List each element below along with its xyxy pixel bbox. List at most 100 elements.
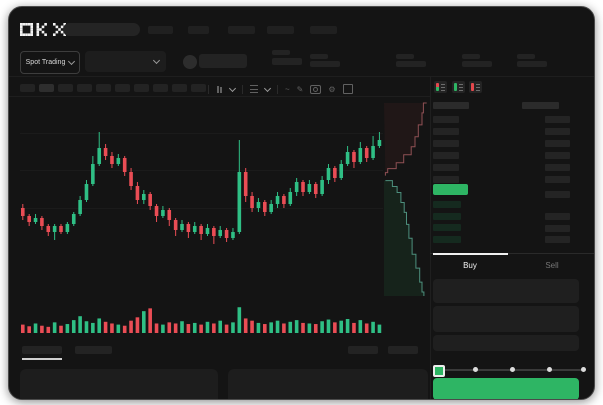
market-type-selector[interactable]: Spot Trading [20,51,80,74]
fullscreen-icon[interactable] [342,84,353,94]
stat-value-placeholder [310,61,340,67]
stat-label-placeholder [517,54,535,59]
okx-logo [20,22,66,37]
stat-value-placeholder [396,61,426,67]
slider-step[interactable] [547,367,552,372]
ask-amount-placeholder [545,128,570,135]
timeframe-pill[interactable] [96,84,111,92]
divider [430,253,594,254]
stat-value-placeholder [462,61,492,67]
chart-tools: ~ ✎ ⚙ [208,84,353,94]
chevron-down-icon[interactable] [228,84,237,92]
buy-submit-button[interactable] [433,378,579,399]
stat-label-placeholder [462,54,480,59]
ask-amount-placeholder [545,164,570,171]
chevron-down-icon[interactable] [263,84,272,92]
ask-amount-placeholder [545,152,570,159]
market-type-label: Spot Trading [25,59,66,66]
divider [9,96,430,97]
candlestick-chart[interactable] [20,97,383,296]
last-price-highlight [433,184,468,195]
volume-chart[interactable] [20,301,383,335]
gridline [20,133,383,134]
ask-amount-placeholder [545,176,570,183]
divider [242,84,243,94]
timeframe-pill[interactable] [115,84,130,92]
slider-step[interactable] [473,367,478,372]
pair-selector[interactable] [85,51,166,72]
nav-item[interactable] [188,26,209,34]
book-amount-placeholder [545,191,570,198]
divider [277,84,278,94]
tab-sell[interactable]: Sell [545,261,559,270]
book-bids-icon[interactable] [452,81,465,93]
coin-avatar [183,55,197,69]
pair-name-placeholder[interactable] [199,54,247,68]
tab-buy[interactable]: Buy [463,261,477,270]
bid-price-placeholder [433,224,461,232]
camera-icon[interactable] [310,84,322,94]
ask-price-placeholder [433,164,459,171]
stat-label-placeholder [310,54,328,59]
candle-type-icon[interactable] [216,85,223,94]
stat-value-placeholder [517,61,547,67]
timeframe-pill[interactable] [58,84,73,92]
nav-item[interactable] [148,26,173,34]
timeframe-pill[interactable] [153,84,168,92]
nav-item[interactable] [267,26,294,34]
line-style-icon[interactable]: ~ [285,84,290,94]
nav-item[interactable] [310,26,337,34]
slider-step[interactable] [510,367,515,372]
ask-price-placeholder [433,140,459,147]
book-header-amount [522,102,559,109]
book-asks-icon[interactable] [469,81,482,93]
depth-chart[interactable] [383,97,430,296]
active-tab-underline [22,358,62,360]
ask-price-placeholder [433,176,459,183]
orders-panel [20,369,218,399]
app-window: Spot Trading ~ ✎ ⚙ [8,6,595,400]
history-panel [228,369,428,399]
book-header-price [433,102,469,109]
bid-price-placeholder [433,236,461,244]
ask-price-placeholder [433,152,459,159]
chevron-down-icon [68,57,76,66]
timeframe-pill[interactable] [172,84,187,92]
draw-icon[interactable]: ✎ [296,84,304,94]
slider-handle[interactable] [433,365,445,377]
ask-price-placeholder [433,128,459,135]
gridline [20,208,383,209]
ask-amount-placeholder [545,116,570,123]
last-price-value-placeholder [272,58,302,65]
bottom-control-pill[interactable] [348,346,378,354]
nav-item[interactable] [228,26,255,34]
timeframe-pill[interactable] [134,84,149,92]
divider [430,76,431,399]
timeframe-pill[interactable] [191,84,206,92]
divider [9,76,594,77]
stat-label-placeholder [396,54,414,59]
bid-price-placeholder [433,201,461,208]
timeframe-pill[interactable] [39,84,54,92]
bottom-control-pill[interactable] [388,346,418,354]
slider-step[interactable] [581,367,586,372]
bid-amount-placeholder [545,224,570,232]
total-input[interactable] [433,335,579,351]
amount-input[interactable] [433,306,579,332]
gridline [20,170,383,171]
bottom-tab-active[interactable] [22,346,62,354]
ask-amount-placeholder [545,140,570,147]
book-both-icon[interactable] [434,81,447,93]
price-input[interactable] [433,279,579,303]
last-price-label-placeholder [272,50,290,55]
timeframe-pill[interactable] [20,84,35,92]
buy-tab-underline [433,253,508,255]
settings-icon[interactable]: ⚙ [328,84,336,94]
bid-price-placeholder [433,212,461,220]
ask-price-placeholder [433,116,459,123]
bottom-tab[interactable] [75,346,112,354]
indicators-icon[interactable] [250,85,258,93]
bid-amount-placeholder [545,213,570,220]
timeframe-pill[interactable] [77,84,92,92]
search-input[interactable] [63,23,140,36]
